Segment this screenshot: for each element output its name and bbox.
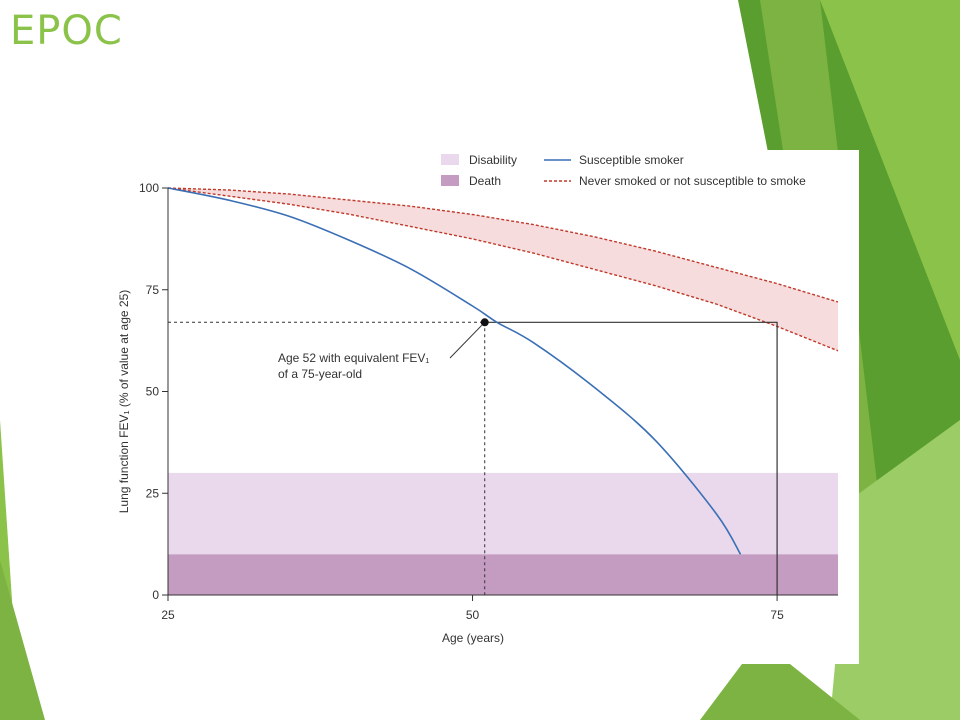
equivalent-age-guide [484, 321, 778, 595]
bg-shard-4 [830, 420, 960, 720]
never-smoked-lower-line [167, 187, 839, 352]
y-tick-label: 75 [146, 283, 160, 297]
slide-title: EPOC [10, 8, 123, 54]
y-tick-label: 50 [146, 385, 160, 399]
legend-label-never-smoked: Never smoked or not susceptible to smoke [579, 174, 806, 188]
bg-shard-3 [820, 0, 960, 360]
x-tick-label: 75 [770, 608, 784, 622]
annotation-text-line1: Age 52 with equivalent FEV₁ [278, 351, 429, 365]
band-disability [168, 472, 838, 555]
legend-swatch-disability [441, 154, 459, 165]
legend-label-disability: Disability [469, 153, 517, 167]
susceptible-smoker-line [167, 187, 742, 555]
legend-label-susceptible: Susceptible smoker [579, 153, 684, 167]
y-tick-label: 100 [139, 181, 159, 195]
bg-shard-5 [700, 640, 860, 720]
legend-label-death: Death [469, 174, 501, 188]
legend-swatch-death [441, 175, 459, 186]
x-axis-label: Age (years) [442, 631, 504, 645]
lung-function-chart: Age 52 with equivalent FEV₁ of a 75-year-… [117, 153, 839, 645]
y-tick-label: 25 [146, 486, 160, 500]
never-smoked-band [168, 188, 838, 351]
y-axis-label: Lung function FEV₁ (% of value at age 25… [117, 290, 131, 514]
bg-shard-7 [0, 560, 45, 720]
annotation-text-line2: of a 75-year-old [278, 367, 362, 381]
x-tick-label: 25 [161, 608, 175, 622]
x-tick-label: 50 [466, 608, 480, 622]
annotation-leader [449, 324, 483, 359]
y-tick-label: 0 [152, 588, 159, 602]
never-smoked-upper-line [167, 187, 839, 303]
annotation-point [480, 318, 489, 327]
band-death [168, 554, 838, 595]
